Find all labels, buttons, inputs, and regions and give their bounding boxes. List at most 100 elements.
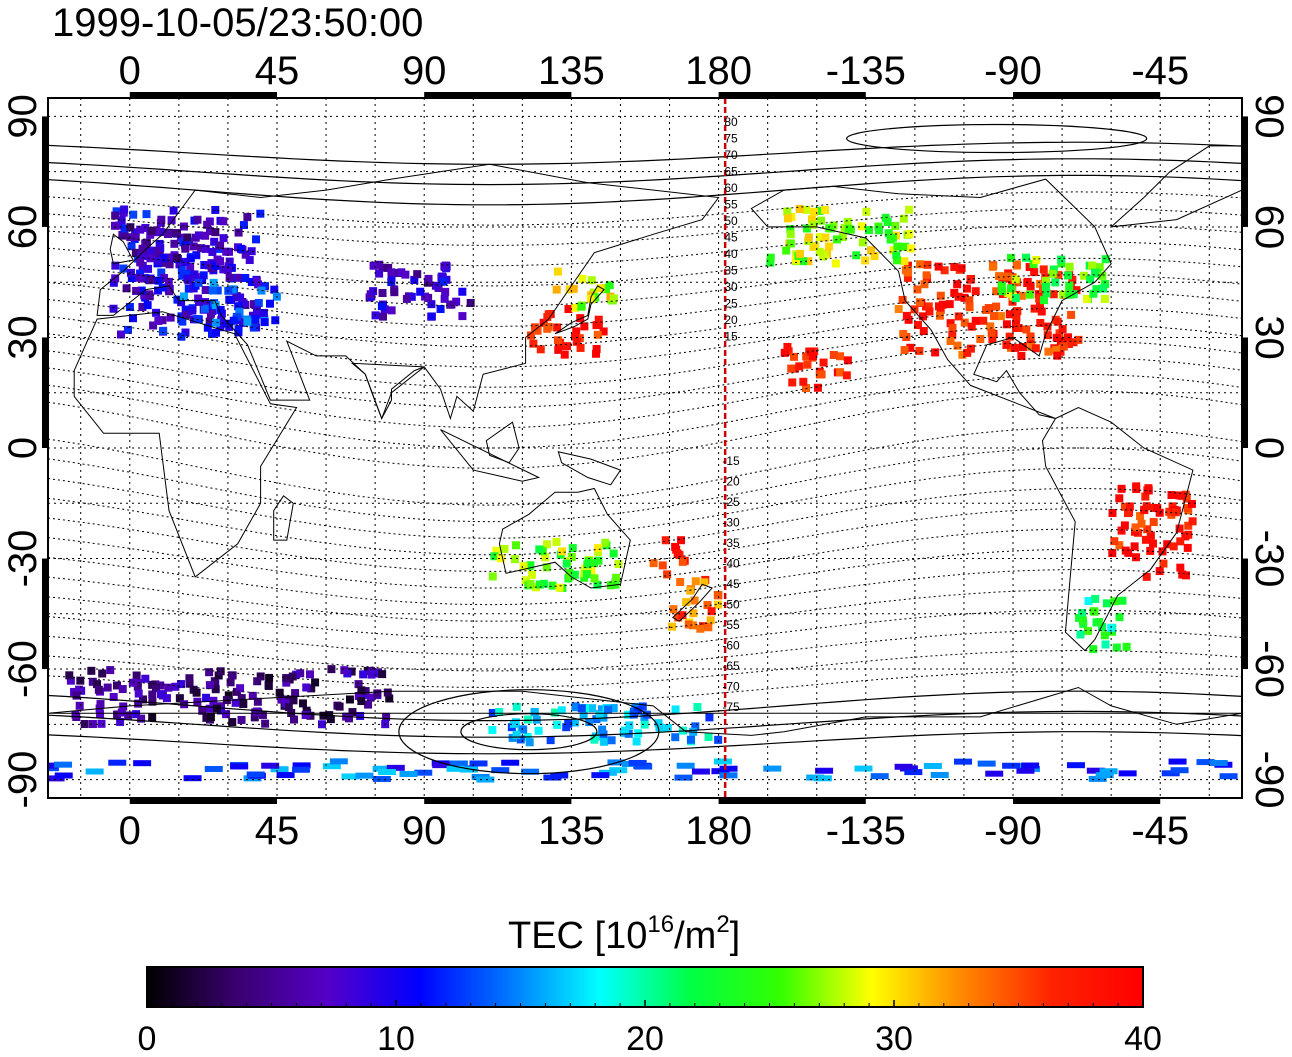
tec-data-cell [385,694,394,703]
tec-data-cell [158,283,167,292]
y-tick-label-right: -30 [1247,530,1291,588]
tec-data-cell [1098,623,1107,632]
tec-data-cell [200,261,209,270]
tec-data-cell [491,767,510,774]
tec-data-cell [302,683,311,692]
tec-data-cell [1066,762,1085,769]
tec-data-cell [241,250,250,259]
tec-data-cell [570,570,579,579]
tec-data-cell [838,233,847,242]
tec-data-cell [899,214,908,223]
tec-data-cell [526,579,535,588]
contour-label: -25 [722,495,740,509]
tec-data-cell [704,623,713,632]
tec-data-cell [265,673,274,682]
tec-data-cell [552,285,561,294]
tec-data-cell [248,691,257,700]
tec-data-cell [177,298,186,307]
tec-data-cell [705,713,714,722]
tec-data-cell [245,256,254,265]
tec-data-cell [147,226,156,235]
mag-lat-contour [48,710,1242,738]
tec-data-cell [577,302,586,311]
tec-data-cell [609,549,618,558]
frame-bar-top [1013,92,1161,98]
tec-data-cell [842,371,851,380]
tec-data-cell [536,345,545,354]
tec-data-cell [258,710,267,719]
tec-data-cell [971,316,980,325]
colorbar-title: TEC [1016/m2] [508,911,740,957]
tec-data-cell [1101,640,1110,649]
tec-data-cell [962,284,971,293]
tec-data-cell [164,285,173,294]
contour-label: 35 [724,264,738,278]
tec-data-cell [235,307,244,316]
tec-data-cell [609,294,618,303]
tec-data-cell [226,678,235,687]
tec-data-cell [809,352,818,361]
tec-data-cell [550,772,569,779]
tec-data-cell [75,685,84,694]
tec-data-cell [233,273,242,282]
tec-data-cell [1018,342,1027,351]
tec-data-cell [302,706,311,715]
tec-data-cell [291,766,310,773]
tec-data-cell [317,720,326,729]
tec-data-cell [678,611,687,620]
tec-data-cell [1049,290,1058,299]
tec-data-cell [1057,255,1066,264]
frame-bar-left [42,337,48,448]
tec-data-cell [166,253,175,262]
axis-bottom-ticks: 0 45 90 135 180 -135 -90 -45 [119,809,1189,853]
tec-data-cell [162,694,171,703]
tec-data-cell [836,368,845,377]
tec-data-cell [148,713,157,722]
tec-data-cell [786,239,795,248]
y-tick-label-left: 90 [1,94,45,139]
tec-data-cell [345,695,354,704]
tec-data-cell [519,562,528,571]
tec-data-cell [691,722,700,731]
tec-data-cell [194,297,203,306]
tec-data-cell [452,297,461,306]
tec-data-cell [704,733,713,742]
axis-top-ticks: 0 45 90 135 180 -135 -90 -45 [119,49,1189,93]
tec-data-cell [1118,770,1137,777]
tec-data-cell [609,704,618,713]
tec-data-cell [384,263,393,272]
tec-data-cell [1120,521,1129,530]
tec-data-cell [1031,344,1040,353]
tec-data-cell [950,262,959,271]
tec-data-cell [500,544,509,553]
tec-data-cell [1102,599,1111,608]
tec-data-cell [821,233,830,242]
tec-data-cell [66,676,75,685]
tec-data-cell [492,546,501,555]
tec-data-cell [1171,508,1180,517]
tec-data-cell [347,667,356,676]
tec-data-cell [367,670,376,679]
contour-label: -20 [722,475,740,489]
tec-data-cell [783,214,792,223]
tec-data-cell [204,765,223,772]
tec-data-cell [555,341,564,350]
tec-data-cell [531,323,540,332]
tec-data-cell [348,708,357,717]
tec-data-cell [919,327,928,336]
mag-lat-contour [48,174,1242,206]
tec-data-cell [146,254,155,263]
tec-data-cell [254,299,263,308]
tec-data-cell [916,260,925,269]
tec-data-cell [134,699,143,708]
tec-data-cell [572,337,581,346]
contour-label: -35 [722,536,740,550]
tec-data-cell [366,693,375,702]
tec-data-cell [194,231,203,240]
tec-data-cell [521,768,540,775]
tec-data-cell [378,670,387,679]
colorbar-tick-label: 10 [377,1020,415,1057]
tec-data-cell [1002,272,1011,281]
tec-data-cell [846,225,855,234]
